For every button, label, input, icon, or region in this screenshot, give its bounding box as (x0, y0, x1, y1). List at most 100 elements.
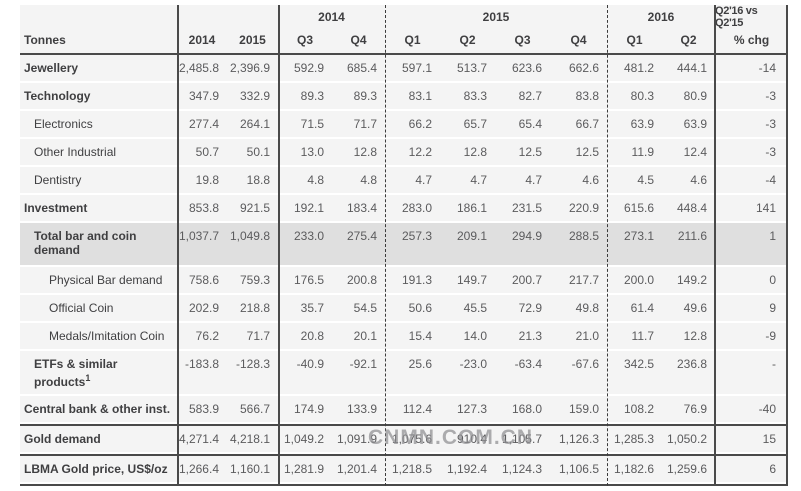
value-cell: 149.2 (676, 273, 707, 287)
value-cell: 45.5 (463, 301, 487, 315)
value-cell: 481.2 (623, 61, 654, 75)
column-header-q1-2015: Q1 (404, 33, 421, 47)
value-cell: 1,192.4 (446, 462, 487, 476)
pct-change-cell: 9 (769, 301, 776, 315)
table-row: Investment 853.8 921.5 192.1 183.4 283.0 186.1… (20, 195, 788, 221)
table-row: Official Coin 202.9 218.8 35.7 54.5 50.6 45.5 7… (20, 295, 788, 321)
table-row: Central bank & other inst. 583.9 566.7 174.… (20, 396, 788, 422)
pct-change-cell: -9 (765, 329, 776, 343)
value-cell: 50.6 (408, 301, 432, 315)
value-cell: 1,050.2 (666, 432, 707, 446)
value-cell: -128.3 (235, 357, 270, 371)
value-cell: -183.8 (184, 357, 219, 371)
column-header-2014: 2014 (188, 33, 216, 47)
value-cell: 112.4 (402, 402, 432, 416)
value-cell: 65.7 (463, 117, 487, 131)
value-cell: 4.7 (415, 173, 432, 187)
value-cell: 758.6 (188, 273, 219, 287)
pct-change-cell: -40 (758, 402, 776, 416)
table-body: Jewellery 2,485.8 2,396.9 592.9 685.4 597.1 51… (20, 55, 788, 482)
value-cell: 759.3 (239, 273, 270, 287)
value-cell: 1,049.8 (229, 229, 270, 243)
table-row: ETFs & similar products1 -183.8 -128.3 -40.… (20, 351, 788, 394)
value-cell: -23.0 (459, 357, 487, 371)
table-row: Other Industrial 50.7 50.1 13.0 12.8 12.2 12.8… (20, 139, 788, 165)
value-cell: 25.6 (408, 357, 432, 371)
value-cell: 1,201.4 (336, 462, 377, 476)
value-cell: 217.7 (568, 273, 599, 287)
value-cell: 82.7 (518, 89, 542, 103)
table-row: Technology 347.9 332.9 89.3 89.3 83.1 83.3 82.7… (20, 83, 788, 109)
row-label: Dentistry (34, 173, 82, 187)
value-cell: 50.7 (195, 145, 219, 159)
table-row: Jewellery 2,485.8 2,396.9 592.9 685.4 597.1 51… (20, 55, 788, 81)
value-cell: 685.4 (346, 61, 377, 75)
value-cell: 4.6 (582, 173, 599, 187)
value-cell: 71.5 (300, 117, 324, 131)
value-cell: 209.1 (456, 229, 487, 243)
value-cell: 218.8 (239, 301, 270, 315)
value-cell: 200.8 (346, 273, 377, 287)
value-cell: 12.8 (463, 145, 487, 159)
value-cell: 133.9 (346, 402, 377, 416)
value-cell: 1,160.1 (229, 462, 270, 476)
value-cell: 35.7 (300, 301, 324, 315)
value-cell: 149.7 (456, 273, 487, 287)
pct-change-cell: 6 (769, 462, 776, 476)
row-label: LBMA Gold price, US$/oz (24, 462, 168, 476)
header-group-2015: 2015 (482, 10, 510, 24)
value-cell: 275.4 (346, 229, 377, 243)
value-cell: 76.2 (195, 329, 219, 343)
value-cell: 11.7 (631, 329, 654, 343)
value-cell: 61.4 (630, 301, 654, 315)
value-cell: 80.3 (630, 89, 654, 103)
value-cell: 2,396.9 (229, 61, 270, 75)
value-cell: 13.0 (300, 145, 324, 159)
table-row: Medals/Imitation Coin 76.2 71.7 20.8 20.1 15.… (20, 323, 788, 349)
header-divider (20, 53, 788, 55)
value-cell: 4,271.4 (178, 432, 219, 446)
value-cell: 49.8 (575, 301, 599, 315)
column-header-tonnes: Tonnes (24, 33, 66, 47)
value-cell: 1,182.6 (613, 462, 654, 476)
column-header-q4-2015: Q4 (570, 33, 587, 47)
value-cell: 20.8 (300, 329, 324, 343)
value-cell: 597.1 (401, 61, 432, 75)
table-row: Total bar and coin demand 1,037.7 1,049.8 2… (20, 223, 788, 265)
value-cell: 66.7 (575, 117, 599, 131)
pct-change-cell: 1 (769, 229, 776, 243)
value-cell: 20.1 (353, 329, 377, 343)
footnote-marker: 1 (85, 373, 91, 383)
value-cell: 127.3 (456, 402, 487, 416)
value-cell: 4.6 (690, 173, 707, 187)
pct-change-cell: -14 (758, 61, 776, 75)
value-cell: 4.8 (360, 173, 377, 187)
header-group-blank (20, 5, 278, 29)
header-group-q2-comparison: Q2'16 vs Q2'15 (715, 5, 758, 29)
value-cell: 11.9 (631, 145, 654, 159)
value-cell: 294.9 (511, 229, 542, 243)
value-cell: 200.0 (623, 273, 654, 287)
table-bottom-border (20, 484, 788, 486)
value-cell: 18.8 (246, 173, 270, 187)
value-cell: 592.9 (293, 61, 324, 75)
column-header-q1-2016: Q1 (626, 33, 643, 47)
value-cell: 12.5 (575, 145, 599, 159)
value-cell: 89.3 (300, 89, 324, 103)
value-cell: 21.3 (518, 329, 542, 343)
row-label: Total bar and coin demand (34, 229, 137, 257)
row-label: Gold demand (24, 432, 101, 446)
value-cell: 615.6 (623, 201, 654, 215)
value-cell: 50.1 (246, 145, 270, 159)
value-cell: 71.7 (353, 117, 377, 131)
value-cell: 192.1 (293, 201, 324, 215)
pct-change-cell: -4 (765, 173, 776, 187)
value-cell: 21.0 (575, 329, 599, 343)
value-cell: 19.8 (195, 173, 219, 187)
column-header-2015: 2015 (239, 33, 266, 47)
value-cell: 4.7 (470, 173, 487, 187)
pct-change-cell: -3 (765, 145, 776, 159)
row-label: Investment (24, 201, 88, 215)
section-divider (20, 454, 788, 456)
pct-change-cell: 141 (755, 201, 776, 215)
